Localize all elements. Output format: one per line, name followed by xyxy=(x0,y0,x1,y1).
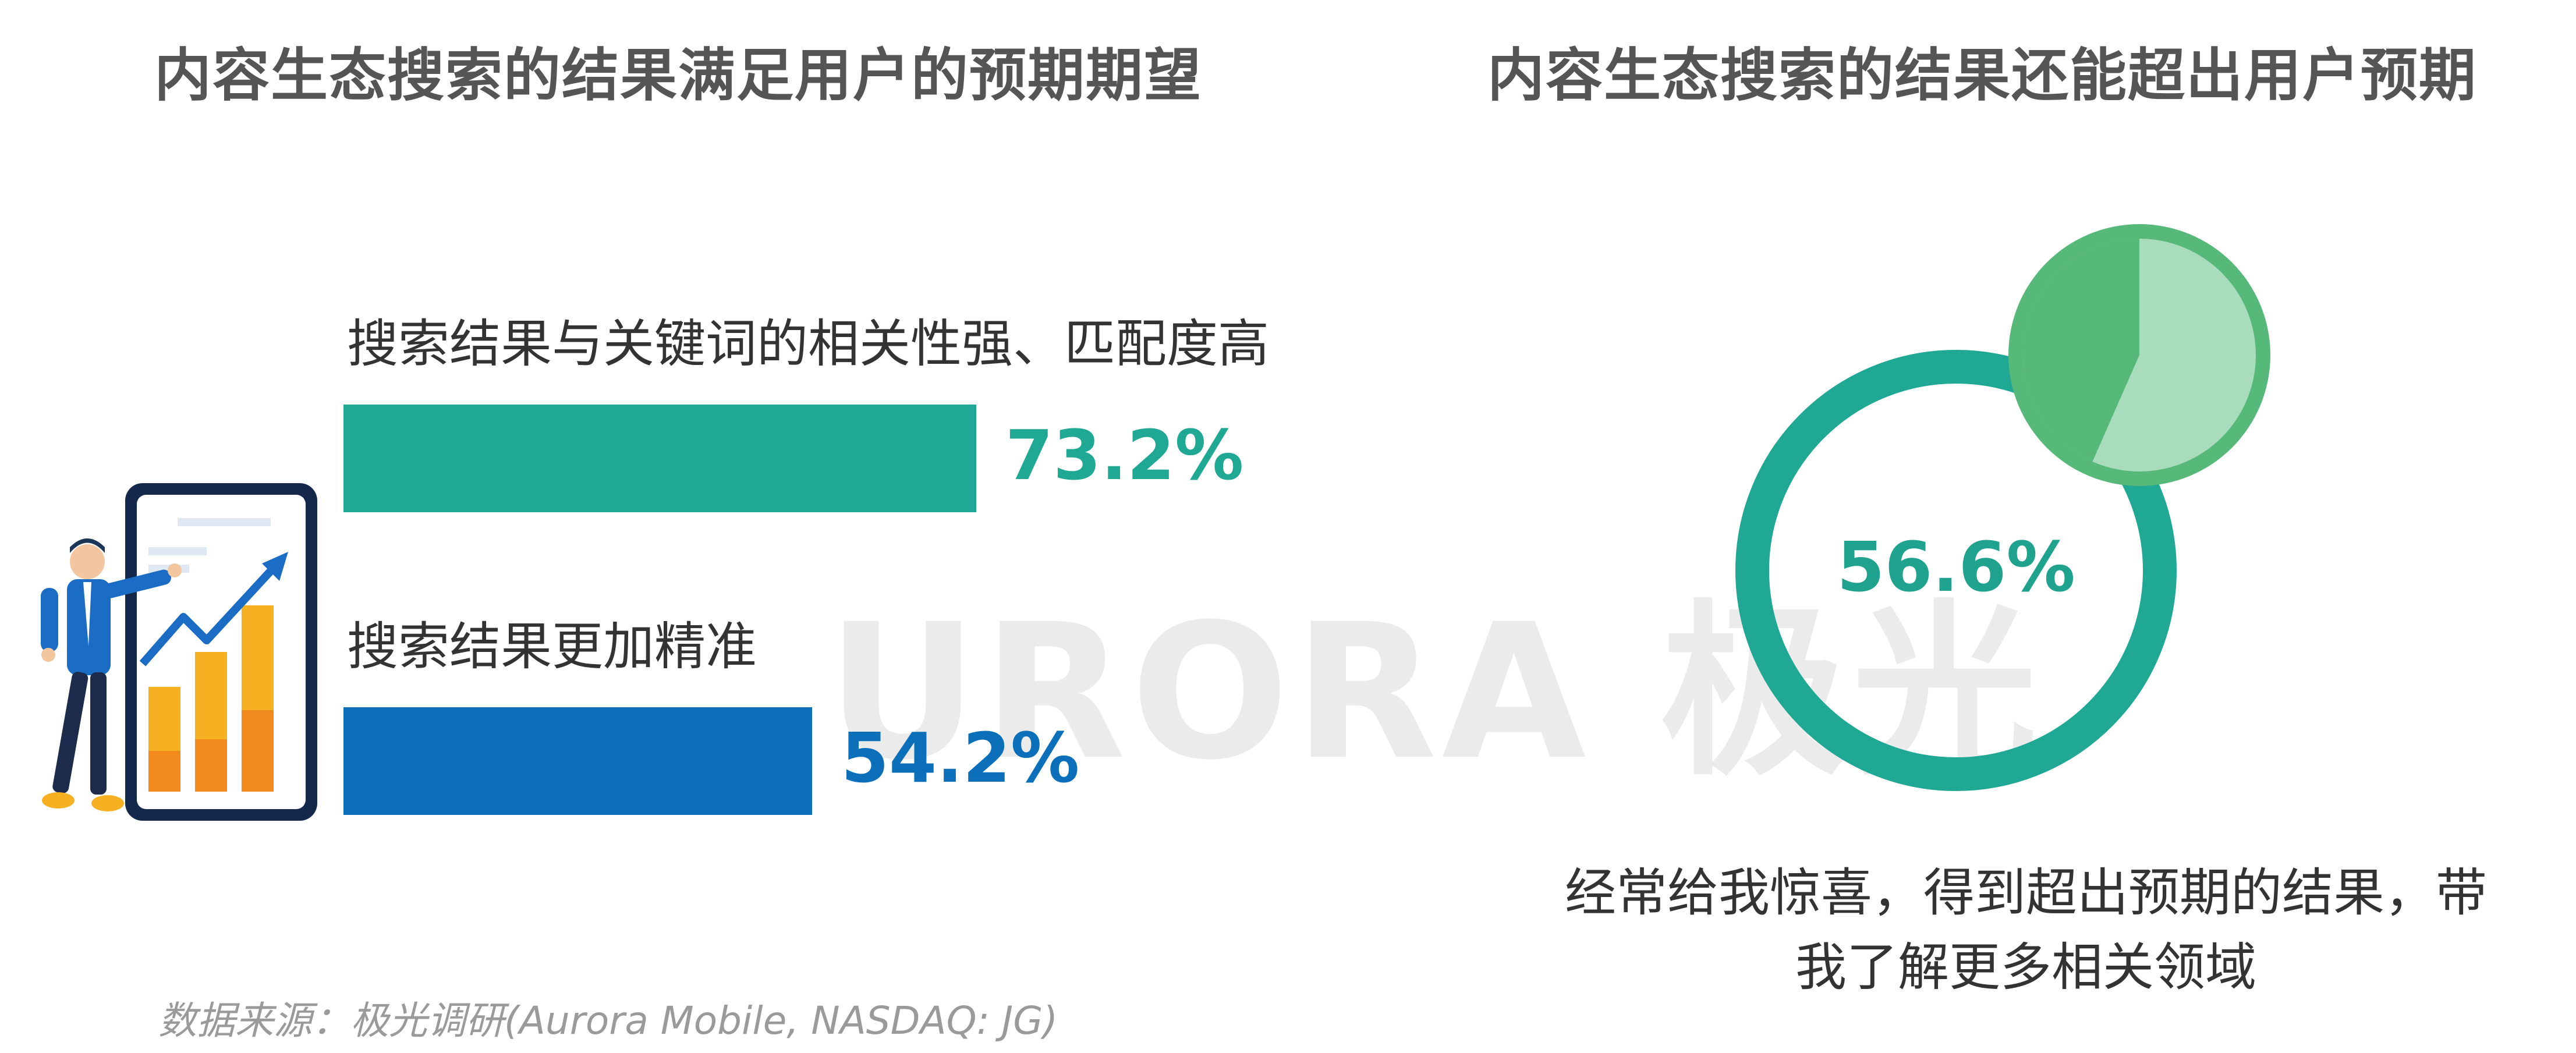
person-icon xyxy=(41,538,182,811)
bar-category-label: 搜索结果更加精准 xyxy=(347,616,757,676)
donut-chart xyxy=(1735,224,2270,791)
business-person-illustration xyxy=(41,483,317,821)
pie-slice-remaining xyxy=(2023,239,2139,462)
watermark-text: URORA 极光 xyxy=(827,584,2042,801)
donut-caption: 经常给我惊喜，得到超出预期的结果，带 我了解更多相关领域 xyxy=(1531,856,2521,1005)
donut-ring xyxy=(1735,350,2177,791)
bar-category-label: 搜索结果与关键词的相关性强、匹配度高 xyxy=(347,314,1270,374)
bar xyxy=(343,405,977,512)
caption-line-1: 经常给我惊喜，得到超出预期的结果，带 xyxy=(1564,863,2487,923)
bar xyxy=(343,707,812,815)
caption-line-2: 我了解更多相关领域 xyxy=(1795,937,2256,997)
trend-arrow-icon xyxy=(139,562,280,666)
watermark: URORA 极光 xyxy=(827,541,2042,811)
growth-bars-icon xyxy=(148,605,274,792)
right-panel-title: 内容生态搜索的结果还能超出用户预期 xyxy=(1487,42,2478,109)
donut-value: 56.6% xyxy=(1837,527,2075,607)
bar-value-label: 73.2% xyxy=(1005,415,1244,495)
left-panel-title: 内容生态搜索的结果满足用户的预期期望 xyxy=(154,42,1203,109)
source-note: 数据来源：极光调研(Aurora Mobile, NASDAQ: JG) xyxy=(158,998,1058,1043)
bar-value-label: 54.2% xyxy=(841,718,1080,798)
bar-chart: 搜索结果与关键词的相关性强、匹配度高 73.2% 搜索结果更加精准 54.2% xyxy=(343,303,1333,827)
